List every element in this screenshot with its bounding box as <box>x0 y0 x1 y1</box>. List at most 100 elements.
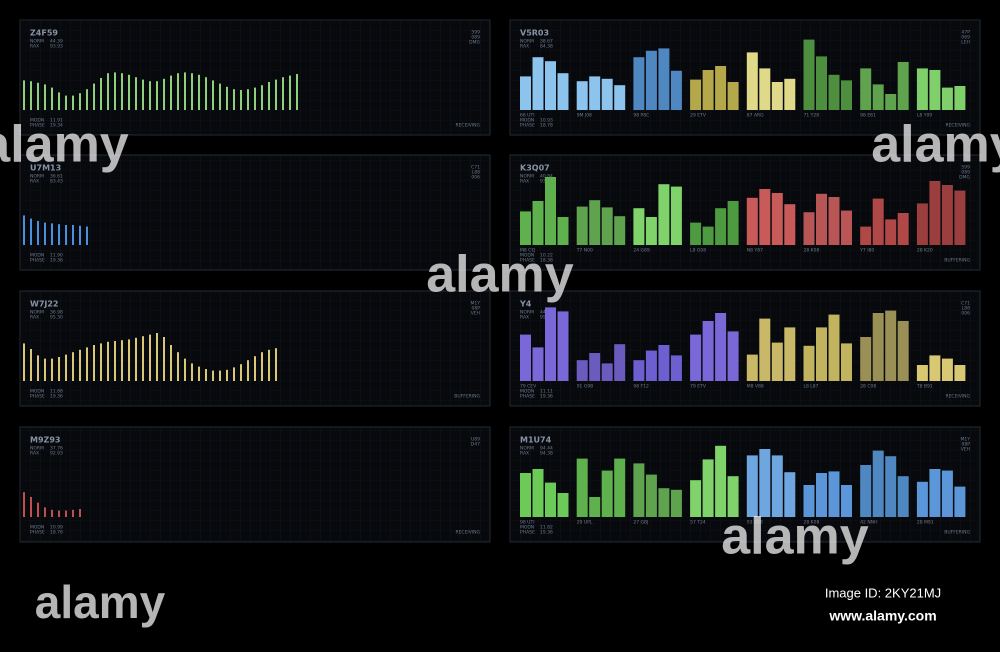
bar <box>897 321 909 381</box>
wave-bar <box>58 357 60 381</box>
wave-bar <box>93 345 95 381</box>
bar <box>727 82 739 110</box>
bar <box>860 337 872 381</box>
group-label: T7 N00 <box>576 248 593 254</box>
stat-value: 84.38 <box>540 44 553 50</box>
foot-label: PHASE <box>30 123 45 129</box>
group-label: 28 K20 <box>917 248 933 254</box>
bar <box>658 184 670 245</box>
bar <box>715 66 727 110</box>
code: 599 <box>961 165 970 171</box>
stat-label: RAX <box>30 179 39 185</box>
bar <box>715 208 727 245</box>
foot-label: PHASE <box>30 530 45 536</box>
code: 006 <box>471 175 480 181</box>
group-label: 42 NNH <box>860 520 877 526</box>
wave-bar <box>233 89 235 110</box>
foot-value: 11.82 <box>540 525 553 531</box>
wave-bar <box>142 79 144 110</box>
wave-bar <box>212 80 214 110</box>
wave-bar <box>254 87 256 110</box>
foot-label: MODN <box>30 389 44 395</box>
bar <box>941 470 953 517</box>
watermark-logo: alamy <box>426 246 574 304</box>
code: VEH <box>471 311 480 317</box>
watermark-logo: alamy <box>871 116 1000 174</box>
wave-bar <box>86 89 88 110</box>
wave-bar <box>79 93 81 110</box>
bar <box>601 363 613 381</box>
bar <box>771 342 783 381</box>
code: U89 <box>471 437 480 443</box>
panel-title: K3Q07 <box>520 164 550 173</box>
wave-bar <box>282 77 284 110</box>
bar <box>746 354 758 381</box>
bar <box>916 481 928 517</box>
panel-title: M1U74 <box>520 436 552 445</box>
bar <box>954 86 966 110</box>
wave-bar <box>58 510 60 517</box>
wave-bar <box>205 77 207 110</box>
bar <box>545 177 556 245</box>
watermark-logo: alamy <box>35 576 166 628</box>
stat-value: 36.98 <box>50 310 63 316</box>
code: M1Y <box>961 437 971 443</box>
group-label: 57 T24 <box>690 520 706 526</box>
group-label: 98 UTI <box>520 520 535 526</box>
bar <box>897 213 909 245</box>
bar <box>860 68 872 110</box>
wave-bar <box>30 497 32 517</box>
bar <box>589 497 601 517</box>
wave-bar <box>30 349 32 381</box>
bar <box>670 186 682 245</box>
panel-title: U7M13 <box>30 164 61 173</box>
bar <box>872 84 884 110</box>
bar <box>702 226 714 245</box>
wave-bar <box>198 74 200 110</box>
bar <box>557 217 569 245</box>
wave-bar <box>261 85 263 110</box>
bar <box>954 486 966 517</box>
bar <box>576 458 588 517</box>
wave-bar <box>58 224 60 245</box>
bar <box>702 459 714 517</box>
wave-bar <box>149 334 151 381</box>
bar <box>954 190 966 245</box>
wave-bar <box>79 509 81 517</box>
bar <box>727 331 739 381</box>
bar <box>885 456 897 517</box>
bar <box>929 469 941 517</box>
bar <box>727 476 739 517</box>
bar <box>803 212 815 245</box>
wave-bar <box>65 510 67 517</box>
code: L88 <box>472 170 480 176</box>
panel-grid <box>20 20 490 135</box>
wave-bar <box>135 337 137 381</box>
panel-title: W7J22 <box>30 300 59 309</box>
foot-value: 10.22 <box>540 253 553 259</box>
bar <box>520 334 531 381</box>
wave-bar <box>107 73 109 110</box>
wave-bar <box>163 337 165 381</box>
stat-value: 94.44 <box>540 446 553 452</box>
wave-bar <box>247 89 249 110</box>
stat-label: RAX <box>30 451 39 457</box>
bar <box>532 57 544 110</box>
bar <box>771 455 783 517</box>
wave-bar <box>44 84 46 110</box>
wave-bar <box>226 369 228 381</box>
bar <box>670 355 682 381</box>
bar <box>532 469 544 517</box>
bar <box>759 318 771 381</box>
foot-label: MODN <box>30 253 44 259</box>
panel-grid <box>20 427 490 542</box>
bar <box>645 217 657 245</box>
wave-bar <box>51 509 53 517</box>
stat-value: 37.76 <box>50 446 63 452</box>
bar <box>897 62 909 110</box>
wave-bar <box>191 73 193 110</box>
wave-bar <box>191 363 193 381</box>
stat-label: NORM <box>30 446 44 452</box>
wave-bar <box>261 352 263 381</box>
